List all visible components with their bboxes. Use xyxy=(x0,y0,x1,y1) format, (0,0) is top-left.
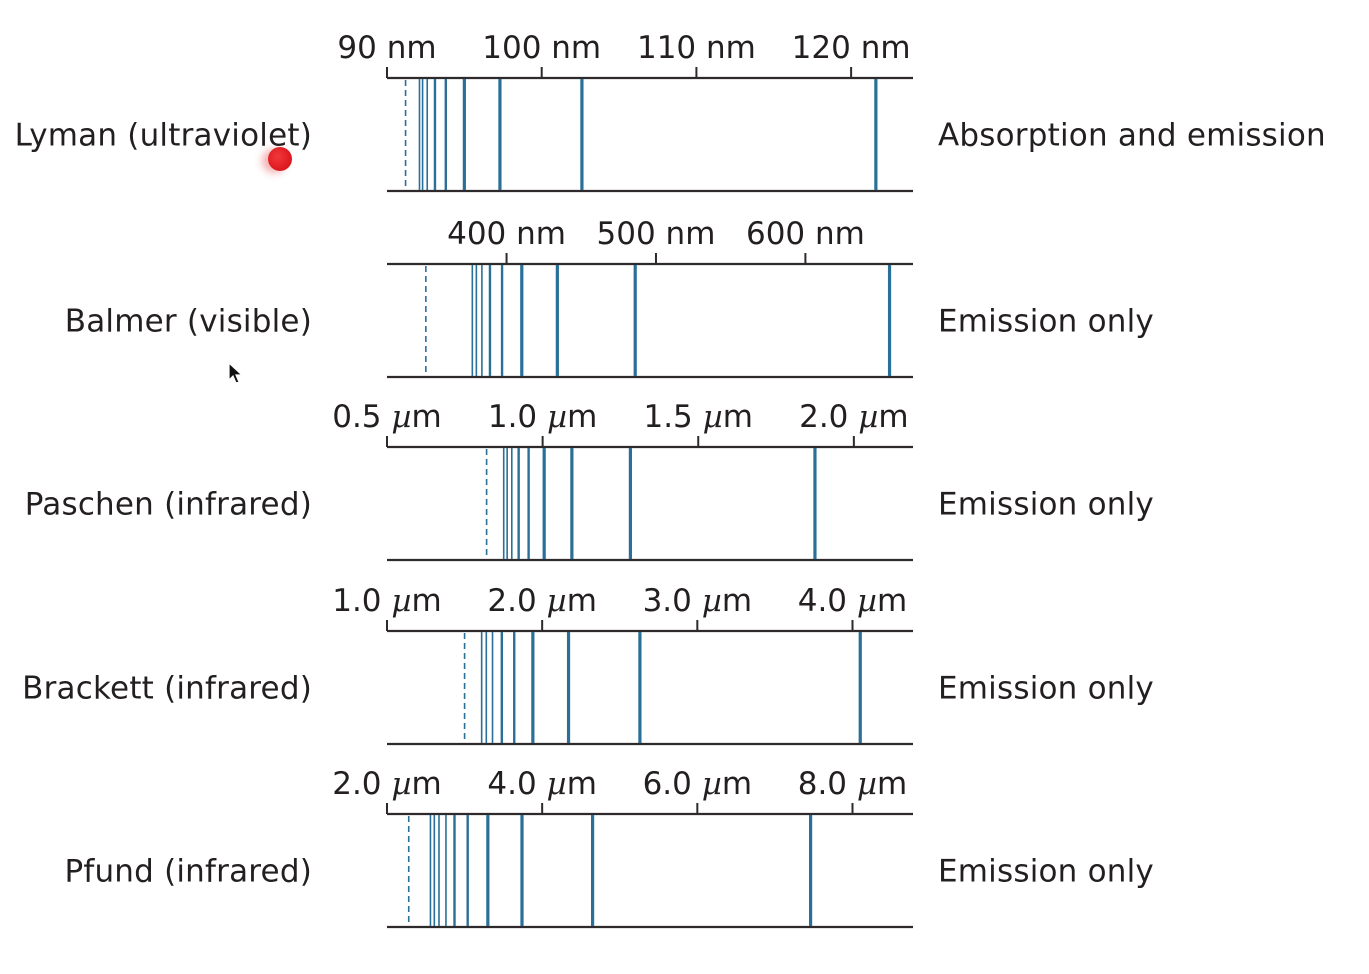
tick-label: 120 nm xyxy=(792,30,911,66)
series-note-label: Emission only xyxy=(938,304,1154,340)
series-name-label: Brackett (infrared) xyxy=(22,671,312,707)
series-panel-balmer: 400 nm 500 nm 600 nm Balmer (visible) Emissi… xyxy=(65,216,1154,379)
tick-label: 6.0 µm xyxy=(643,766,753,802)
series-name-label: Pfund (infrared) xyxy=(64,854,312,890)
series-note-label: Absorption and emission xyxy=(938,118,1326,154)
tick-label: 90 nm xyxy=(337,30,436,66)
red-pointer-dot xyxy=(268,147,292,171)
series-note-label: Emission only xyxy=(938,671,1154,707)
series-panel-lyman: 90 nm 100 nm 110 nm 120 nm Lyman (ultraviole… xyxy=(15,30,1326,193)
tick-label: 400 nm xyxy=(447,216,566,252)
series-panel-brackett: 1.0 µm 2.0 µm 3.0 µm 4.0 µm Brackett (infrar… xyxy=(22,583,1154,746)
series-note-label: Emission only xyxy=(938,854,1154,890)
tick-label: 2.0 µm xyxy=(487,583,597,619)
tick-label: 100 nm xyxy=(482,30,601,66)
tick-label: 500 nm xyxy=(597,216,716,252)
tick-label: 600 nm xyxy=(746,216,865,252)
tick-label: 4.0 µm xyxy=(487,766,597,802)
series-panel-pfund: 2.0 µm 4.0 µm 6.0 µm 8.0 µm Pfund (infrared)… xyxy=(64,766,1154,929)
tick-label: 1.0 µm xyxy=(332,583,442,619)
mouse-cursor-icon xyxy=(228,362,244,384)
series-name-label: Paschen (infrared) xyxy=(25,487,312,523)
tick-label: 2.0 µm xyxy=(332,766,442,802)
series-name-label: Lyman (ultraviolet) xyxy=(15,118,312,154)
tick-label: 0.5 µm xyxy=(332,399,442,435)
tick-label: 8.0 µm xyxy=(798,766,908,802)
series-name-label: Balmer (visible) xyxy=(65,304,312,340)
tick-label: 3.0 µm xyxy=(643,583,753,619)
tick-label: 1.5 µm xyxy=(643,399,753,435)
tick-label: 4.0 µm xyxy=(798,583,908,619)
series-note-label: Emission only xyxy=(938,487,1154,523)
tick-label: 110 nm xyxy=(637,30,756,66)
tick-label: 2.0 µm xyxy=(799,399,909,435)
tick-label: 1.0 µm xyxy=(488,399,598,435)
series-panel-paschen: 0.5 µm 1.0 µm 1.5 µm 2.0 µm Paschen (infrare… xyxy=(25,399,1154,562)
